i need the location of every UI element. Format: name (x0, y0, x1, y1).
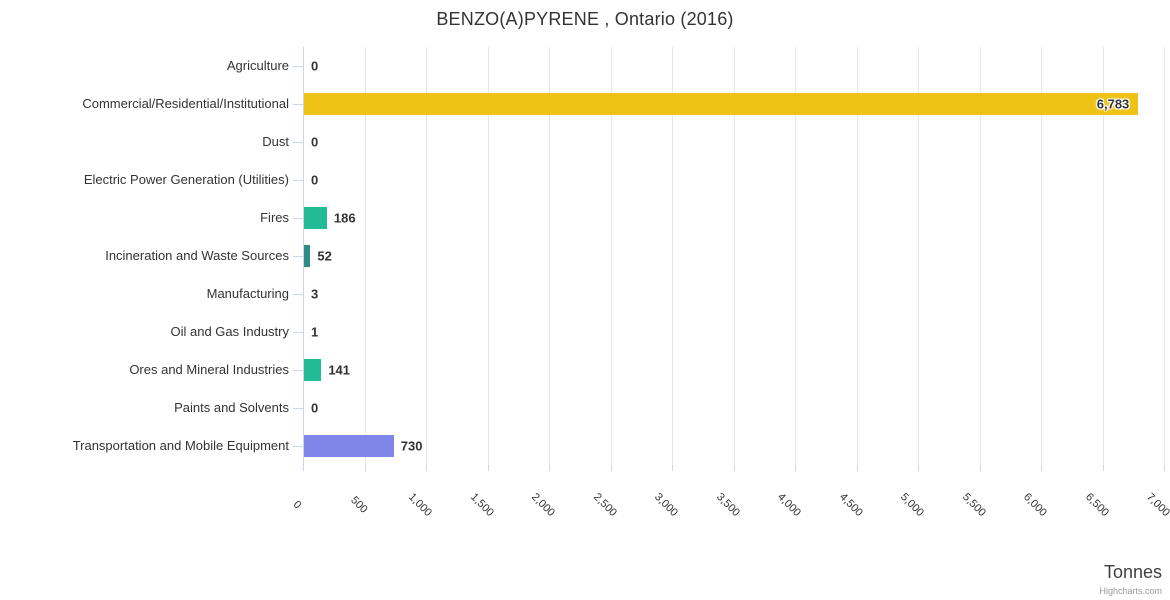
x-axis-tick-mark (856, 465, 858, 471)
gridline (487, 47, 489, 465)
category-label: Paints and Solvents (174, 400, 289, 415)
y-axis-tick-mark (293, 218, 303, 219)
gridline (1102, 47, 1104, 465)
x-axis-tick-label: 3,000 (652, 491, 680, 519)
y-axis-tick-mark (293, 66, 303, 67)
x-axis-tick-label: 5,000 (898, 491, 926, 519)
gridline (979, 47, 981, 465)
x-axis-tick-label: 4,000 (775, 491, 803, 519)
x-axis-tick-mark (1102, 465, 1104, 471)
x-axis-tick-label: 2,000 (529, 491, 557, 519)
y-axis-line (303, 47, 304, 465)
x-axis-tick-label: 1,500 (467, 491, 496, 519)
gridline (549, 47, 550, 465)
x-axis-tick-label: 1,000 (406, 491, 434, 519)
gridline (733, 47, 735, 465)
x-axis-tick-label: 4,500 (836, 491, 865, 519)
x-axis-tick-mark (1164, 465, 1165, 471)
x-axis-tick-label: 7,000 (1144, 491, 1170, 519)
bar[interactable] (304, 359, 322, 381)
category-label: Transportation and Mobile Equipment (72, 438, 289, 453)
x-axis-tick-label: 2,500 (590, 491, 619, 519)
bar-value-label: 0 (311, 172, 319, 188)
bar-value-label: 0 (311, 134, 319, 150)
x-axis-title: Tonnes (1103, 562, 1162, 582)
x-axis-tick-mark (487, 465, 489, 471)
bar-value-label: 0 (311, 58, 319, 74)
gridline (1041, 47, 1042, 465)
gridline (672, 47, 673, 465)
bar-value-label: 186 (333, 210, 356, 226)
x-axis-tick-label: 6,000 (1021, 491, 1049, 519)
category-label: Incineration and Waste Sources (105, 248, 289, 263)
category-label: Fires (260, 210, 289, 225)
x-axis-tick-label: 6,500 (1082, 491, 1111, 519)
bar-value-label: 3 (311, 286, 319, 302)
category-label: Manufacturing (206, 286, 289, 301)
bar-value-label: 141 (328, 362, 351, 378)
x-axis-tick-mark (364, 465, 366, 471)
category-label: Electric Power Generation (Utilities) (83, 172, 289, 187)
gridline (610, 47, 612, 465)
x-axis-tick-mark (610, 465, 612, 471)
x-axis-tick-label: 0 (290, 498, 304, 512)
x-axis-tick-mark (303, 465, 304, 471)
bar[interactable] (304, 435, 394, 457)
category-label: Agriculture (226, 58, 289, 73)
x-axis-tick-label: 5,500 (959, 491, 988, 519)
x-axis-tick-mark (918, 465, 919, 471)
y-axis-tick-mark (293, 370, 303, 371)
y-axis-tick-mark (293, 180, 303, 181)
x-axis-tick-mark (733, 465, 735, 471)
chart-title: BENZO(A)PYRENE , Ontario (2016) (436, 9, 734, 29)
x-axis-tick-mark (795, 465, 796, 471)
gridline (795, 47, 796, 465)
y-axis-tick-mark (293, 446, 303, 447)
y-axis-tick-mark (293, 142, 303, 143)
bar-value-label: 1 (311, 324, 319, 340)
gridline (364, 47, 366, 465)
y-axis-tick-mark (293, 256, 303, 257)
bar-value-label: 6,783 (1096, 96, 1130, 112)
y-axis-tick-mark (293, 294, 303, 295)
bar-value-label: 52 (317, 248, 332, 264)
gridline (1164, 47, 1165, 465)
y-axis-tick-mark (293, 104, 303, 105)
category-label: Commercial/Residential/Institutional (82, 96, 289, 111)
x-axis-tick-mark (549, 465, 550, 471)
y-axis-tick-mark (293, 408, 303, 409)
x-axis-tick-mark (672, 465, 673, 471)
category-label: Ores and Mineral Industries (129, 362, 289, 377)
category-label: Dust (262, 134, 289, 149)
highcharts-credits-link[interactable]: Highcharts.com (1099, 586, 1162, 596)
bar-value-label: 0 (311, 400, 319, 416)
x-axis-tick-label: 3,500 (713, 491, 742, 519)
bar-value-label: 730 (400, 438, 423, 454)
gridline (426, 47, 427, 465)
x-axis-tick-label: 500 (347, 494, 370, 516)
bar[interactable] (304, 93, 1139, 115)
x-axis-tick-mark (979, 465, 981, 471)
y-axis-tick-mark (293, 332, 303, 333)
x-axis-tick-mark (426, 465, 427, 471)
bar[interactable] (304, 207, 327, 229)
category-label: Oil and Gas Industry (170, 324, 290, 339)
gridline (856, 47, 858, 465)
x-axis-tick-mark (1041, 465, 1042, 471)
bar[interactable] (304, 245, 311, 267)
gridline (918, 47, 919, 465)
